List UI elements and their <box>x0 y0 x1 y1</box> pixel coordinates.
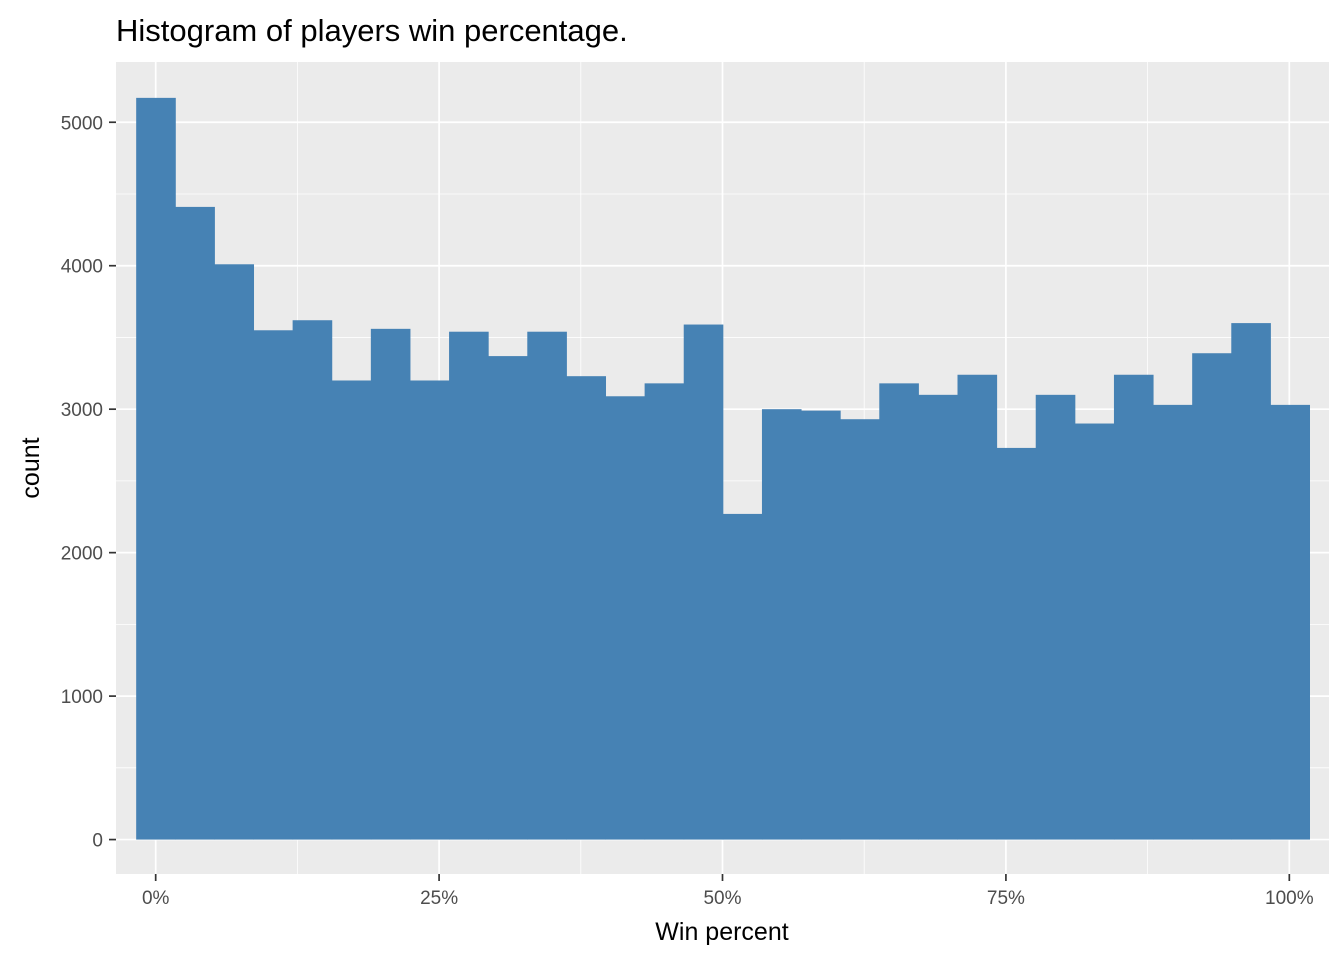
y-tick-label: 1000 <box>61 687 103 708</box>
histogram-bar <box>879 383 919 840</box>
histogram-bar <box>1231 323 1271 840</box>
x-tick-label: 25% <box>420 888 458 909</box>
histogram-bar <box>1153 404 1193 840</box>
histogram-bar <box>253 330 294 840</box>
histogram-bar <box>409 380 450 840</box>
histogram-bar <box>214 264 255 840</box>
x-axis: 0% 25% 50% 75% 100% <box>142 874 1314 909</box>
histogram-bar <box>1035 394 1076 840</box>
chart-title: Histogram of players win percentage. <box>116 13 628 48</box>
histogram-bar <box>1113 374 1154 840</box>
histogram-bar <box>918 394 959 840</box>
y-tick-label: 0 <box>92 831 103 852</box>
y-tick-label: 4000 <box>61 257 103 278</box>
histogram-bar <box>683 324 724 840</box>
histogram-bar <box>644 383 685 840</box>
histogram-bar <box>488 356 528 840</box>
histogram-bar <box>761 409 802 840</box>
histogram-bar <box>1192 353 1232 840</box>
x-tick-label: 75% <box>987 888 1025 909</box>
x-tick-label: 100% <box>1265 888 1314 909</box>
y-tick-label: 5000 <box>61 113 103 134</box>
histogram-bar <box>1270 404 1311 840</box>
histogram-bar <box>957 374 998 840</box>
x-tick-label: 50% <box>703 888 741 909</box>
histogram-bars <box>136 97 1311 840</box>
histogram-bar <box>370 328 411 840</box>
histogram-bar <box>449 331 489 840</box>
histogram-bar <box>840 419 880 840</box>
histogram-bar <box>527 331 567 840</box>
histogram-bar <box>331 380 372 840</box>
histogram-bar <box>292 320 333 840</box>
histogram-bar <box>605 396 646 840</box>
histogram-bar <box>996 447 1037 840</box>
y-axis-title: count <box>17 437 45 498</box>
histogram-bar <box>1074 423 1115 840</box>
histogram-bar <box>722 513 763 840</box>
histogram-bar <box>175 206 215 840</box>
y-tick-label: 3000 <box>61 400 103 421</box>
y-tick-label: 2000 <box>61 544 103 565</box>
x-tick-label: 0% <box>142 888 170 909</box>
histogram-bar <box>136 97 176 840</box>
histogram-bar <box>566 376 607 840</box>
y-axis: 0 1000 2000 3000 4000 5000 <box>61 113 116 852</box>
histogram-bar <box>801 410 841 840</box>
x-axis-title: Win percent <box>655 918 788 946</box>
